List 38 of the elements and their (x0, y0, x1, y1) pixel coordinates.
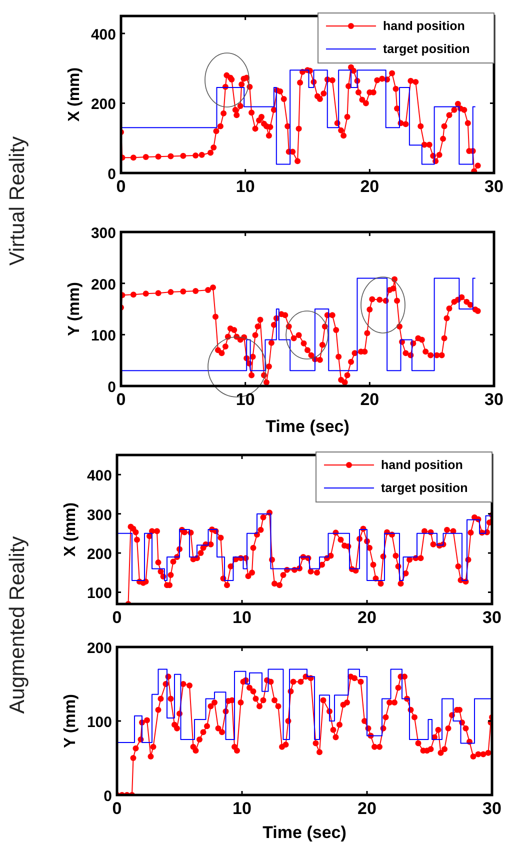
y-tick-label: 300 (90, 225, 116, 242)
x-tick-label: 10 (232, 799, 252, 818)
y-axis-title: Y (mm) (66, 282, 83, 336)
text: Augmented Reality (6, 536, 29, 714)
x-tick-label: 10 (232, 608, 252, 627)
y-tick-label: 400 (90, 26, 116, 44)
legend-label: hand position (381, 458, 463, 472)
y-tick-label: 0 (108, 166, 116, 183)
x-tick-label: 30 (484, 177, 504, 196)
x-tick-label: 30 (482, 608, 502, 627)
y-tick-label: 300 (86, 506, 112, 524)
y-axis-title: X (mm) (66, 67, 83, 122)
x-tick-label: 30 (484, 390, 504, 409)
x-axis-title: Time (sec) (266, 417, 350, 436)
y-tick-label: 400 (86, 468, 112, 485)
x-tick-label: 20 (358, 799, 376, 818)
y-tick-label: 200 (86, 640, 112, 657)
y-tick-label: 0 (108, 379, 116, 396)
x-tick-label: 20 (360, 390, 380, 409)
x-axis-title: Time (sec) (262, 823, 346, 842)
y-tick-label: 100 (86, 714, 112, 731)
y-tick-label: 200 (90, 276, 116, 294)
y-tick-label: 100 (86, 585, 112, 602)
legend-label: hand position (383, 19, 465, 33)
y-tick-label: 200 (86, 546, 112, 564)
x-tick-label: 30 (482, 799, 502, 818)
y-tick-label: 0 (104, 788, 112, 805)
y-axis-title: Y (mm) (62, 694, 79, 748)
x-tick-label: 10 (236, 177, 255, 196)
y-tick-label: 200 (90, 96, 116, 114)
x-tick-label: 20 (360, 177, 380, 196)
x-tick-label: 20 (358, 608, 376, 627)
text: Virtual Reality (6, 136, 29, 266)
y-tick-label: 100 (90, 328, 116, 345)
x-tick-label: 10 (236, 390, 255, 409)
legend-label: target position (383, 42, 470, 56)
y-axis-title: X (mm) (62, 502, 79, 557)
legend-label: target position (381, 481, 468, 495)
